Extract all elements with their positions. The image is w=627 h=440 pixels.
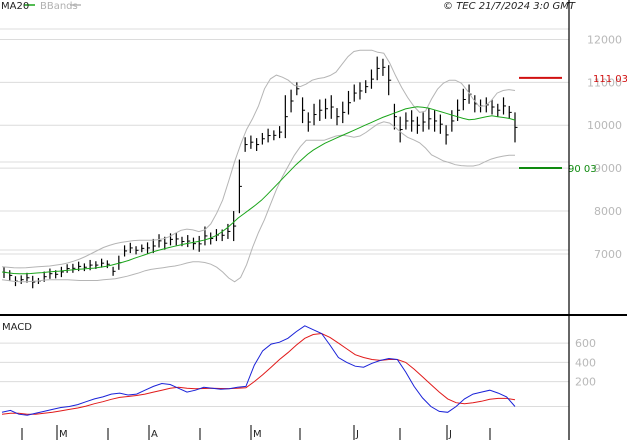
x-tick-label: A [151, 429, 158, 440]
legend-ma-label: MA20 [1, 1, 29, 12]
x-tick-label: J [355, 429, 359, 440]
resistance-label: 111 03 [593, 74, 627, 85]
price-y-tick-label: 11000 [587, 76, 622, 89]
legend: MA20 BBands [1, 1, 81, 12]
bbands-lower-line [1, 121, 515, 283]
support-label: 90 03 [568, 164, 597, 175]
macd-line [1, 325, 516, 416]
macd-y-tick-label: 600 [575, 337, 596, 350]
price-y-tick-label: 7000 [594, 248, 622, 261]
price-y-tick-label: 10000 [587, 119, 622, 132]
macd-panel-title: MACD [2, 322, 32, 333]
bbands-upper-line [1, 49, 516, 269]
macd-panel: 200 400 600 [0, 325, 596, 416]
price-y-tick-label: 8000 [594, 205, 622, 218]
macd-y-tick-label: 200 [575, 376, 596, 389]
x-tick-label: M [59, 429, 68, 440]
legend-bb-label: BBands [40, 1, 78, 12]
price-y-tick-label: 12000 [587, 33, 622, 46]
ma20-line [1, 106, 516, 275]
price-y-tick-label: 9000 [594, 162, 622, 175]
macd-y-tick-label: 400 [575, 356, 596, 369]
copyright-text: © TEC 21/7/2024 3:0 GMT [443, 1, 576, 12]
x-tick-label: M [253, 429, 262, 440]
x-tick-label: J [448, 429, 452, 440]
price-panel: 7000 8000 9000 10000 11000 12000 111 03 90 03 [0, 28, 627, 289]
signal-line [1, 332, 516, 415]
